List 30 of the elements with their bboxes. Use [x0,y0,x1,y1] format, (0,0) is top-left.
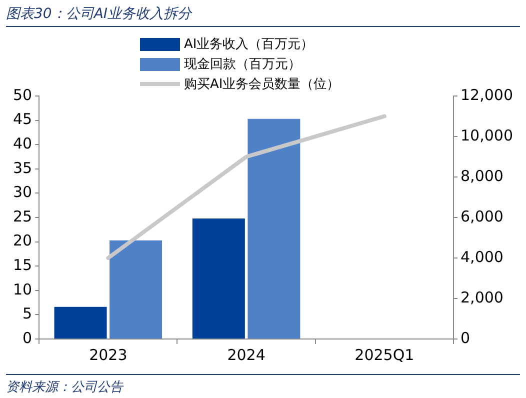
y-tick-label: 50 [12,86,32,104]
chart-title: 图表30：公司AI业务收入拆分 [6,4,520,27]
y2-tick-label: 0 [460,328,470,347]
x-tick-label: 2025Q1 [354,346,414,364]
y2-tick-label: 10,000 [460,126,514,144]
x-tick-label: 2024 [227,346,266,364]
y-tick-label: 45 [12,110,32,128]
y-tick-label: 35 [12,158,32,177]
y2-tick-label: 6,000 [460,207,504,226]
legend-label: 购买AI业务会员数量（位） [184,76,340,93]
y-tick-label: 40 [12,134,32,152]
x-tick-label: 2023 [89,346,128,364]
y-tick-label: 5 [22,304,32,323]
y-tick-label: 15 [12,256,32,274]
bar [192,218,245,338]
text: 资料来源：公司公告 [6,374,520,396]
bar [54,306,107,338]
y-tick-label: 25 [12,207,32,226]
y-tick-label: 10 [12,280,32,298]
y2-tick-label: 4,000 [460,248,504,266]
y2-tick-label: 2,000 [460,288,504,306]
y2-tick-label: 12,000 [460,86,514,104]
y-tick-label: 30 [12,183,32,202]
y2-tick-label: 8,000 [460,166,504,185]
bar [110,240,162,338]
legend-label: 现金回款（百万元） [184,56,301,73]
y-tick-label: 0 [22,328,32,347]
y-tick-label: 20 [12,232,32,250]
bar [248,118,300,338]
legend-label: AI业务收入（百万元） [184,36,314,53]
